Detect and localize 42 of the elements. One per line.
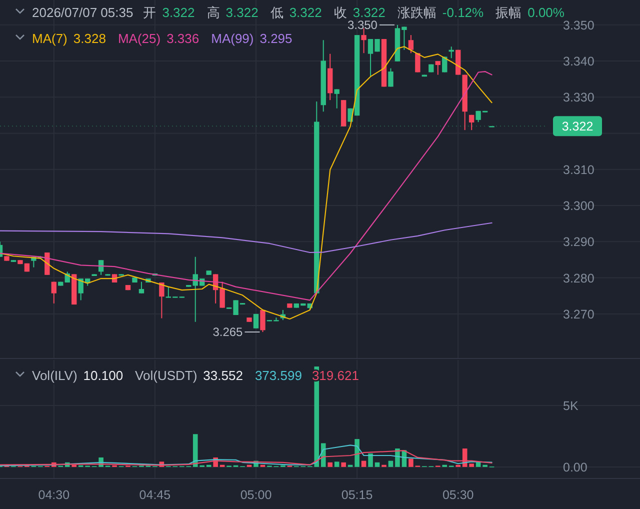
chart-title: 2026/07/07 05:35 <box>32 5 134 20</box>
text: MA(99) <box>211 31 254 46</box>
y-tick-label: 0.00 <box>563 460 588 474</box>
y-tick-label: 3.300 <box>563 199 594 214</box>
ref-line-label: 3.322 <box>562 120 594 134</box>
y-tick-label: 3.330 <box>563 90 594 105</box>
y-tick-label: 3.270 <box>563 307 594 322</box>
annotation: -0.12% <box>442 5 484 20</box>
annotation: 3.322 <box>352 5 386 20</box>
annotation: 高 <box>206 5 220 20</box>
annotation: Vol(USDT) <box>135 368 198 383</box>
annotation: 3.336 <box>166 31 200 46</box>
annotation: 3.350 <box>347 18 378 32</box>
x-tick-label: 05:30 <box>442 488 474 502</box>
annotation: 0.00% <box>528 5 565 20</box>
x-tick-label: 05:00 <box>240 488 272 502</box>
y-tick-label: 3.350 <box>563 18 594 32</box>
annotation: 373.599 <box>254 368 302 383</box>
annotation: 3.322 <box>226 5 258 20</box>
annotation: 收 <box>334 5 347 20</box>
x-tick-label: 04:45 <box>139 488 171 502</box>
y-tick-label: 3.290 <box>563 235 594 250</box>
annotation: Vol(ILV) <box>32 368 78 383</box>
y-tick-label: 5K <box>563 398 579 413</box>
annotation: 3.322 <box>162 5 195 20</box>
x-tick-label: 05:15 <box>341 488 373 502</box>
annotation: 10.100 <box>83 368 124 383</box>
y-tick-label: 3.280 <box>563 271 594 286</box>
annotation: 3.295 <box>260 31 292 46</box>
annotation: 开 <box>143 5 156 20</box>
annotation: 3.265 <box>212 324 244 339</box>
text: MA(25) <box>118 31 161 46</box>
annotation: 3.328 <box>73 31 106 46</box>
annotation: 涨跌幅 <box>397 5 436 20</box>
text: MA(7) <box>32 31 68 46</box>
y-tick-label: 3.310 <box>563 162 594 177</box>
y-tick-label: 3.340 <box>563 54 594 69</box>
x-tick-label: 04:30 <box>38 488 70 502</box>
annotation: 33.552 <box>203 368 243 383</box>
annotation: 3.322 <box>289 5 322 20</box>
annotation: 振幅 <box>496 5 522 20</box>
annotation: 低 <box>270 5 284 20</box>
